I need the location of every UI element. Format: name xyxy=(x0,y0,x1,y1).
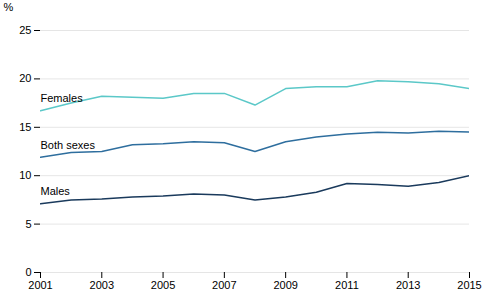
svg-text:Females: Females xyxy=(41,92,84,104)
svg-text:2013: 2013 xyxy=(396,279,420,291)
svg-text:25: 25 xyxy=(19,24,31,36)
svg-text:2015: 2015 xyxy=(457,279,481,291)
svg-text:20: 20 xyxy=(19,72,31,84)
svg-text:10: 10 xyxy=(19,169,31,181)
svg-text:Males: Males xyxy=(41,185,71,197)
svg-text:0: 0 xyxy=(25,266,31,278)
svg-text:2001: 2001 xyxy=(28,279,52,291)
svg-text:%: % xyxy=(4,1,14,13)
svg-text:5: 5 xyxy=(25,218,31,230)
svg-text:15: 15 xyxy=(19,121,31,133)
svg-text:2011: 2011 xyxy=(335,279,359,291)
svg-text:2007: 2007 xyxy=(212,279,236,291)
svg-text:Both sexes: Both sexes xyxy=(41,139,96,151)
svg-text:2005: 2005 xyxy=(151,279,175,291)
svg-text:2003: 2003 xyxy=(90,279,114,291)
svg-text:2009: 2009 xyxy=(273,279,297,291)
